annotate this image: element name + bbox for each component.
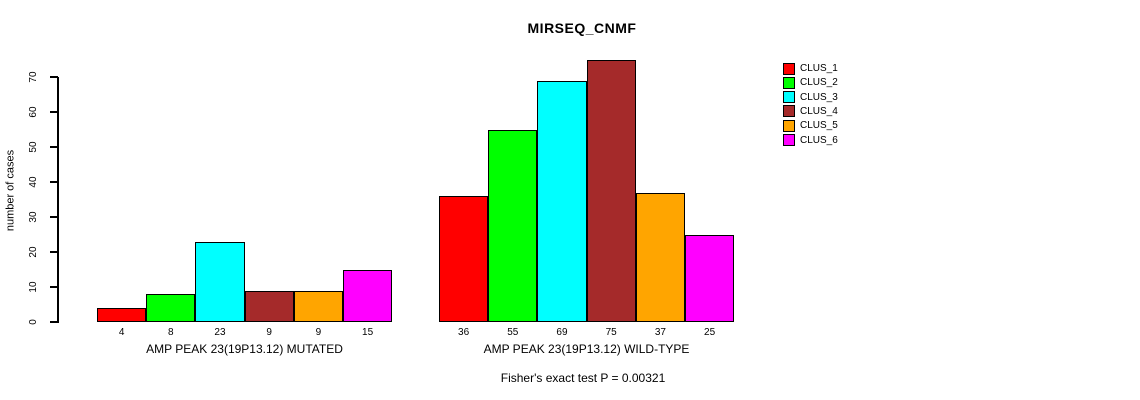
legend-swatch-clus_2 <box>783 76 795 89</box>
legend-swatch-clus_1 <box>783 62 795 75</box>
bar-value-label: 25 <box>704 327 716 338</box>
y-axis-tick <box>50 181 58 183</box>
y-axis-tick-label: 0 <box>28 319 39 325</box>
legend-label: CLUS_1 <box>800 63 838 74</box>
x-axis-group-label: AMP PEAK 23(19P13.12) MUTATED <box>146 342 343 356</box>
bar-clus_4-group1 <box>244 290 294 322</box>
legend-item: CLUS_1 <box>783 62 838 75</box>
legend-label: CLUS_6 <box>800 134 838 146</box>
bar-value-label: 9 <box>315 327 322 338</box>
legend-item: CLUS_6 <box>783 134 838 147</box>
y-axis-tick <box>50 76 58 78</box>
legend-item: CLUS_2 <box>783 76 838 89</box>
legend-swatch-clus_4 <box>783 105 795 118</box>
y-axis-tick <box>50 251 58 253</box>
bar-value-label: 37 <box>654 327 666 338</box>
y-axis-tick <box>50 321 58 323</box>
y-axis-tick-label: 20 <box>28 246 39 258</box>
legend-item: CLUS_3 <box>783 91 838 104</box>
y-axis-tick-label: 30 <box>28 211 39 223</box>
bar-value-label: 75 <box>605 327 617 338</box>
bar-clus_2-group2 <box>488 129 538 322</box>
y-axis-tick-label: 70 <box>28 71 39 83</box>
bar-clus_6-group2 <box>685 234 735 322</box>
legend-item: CLUS_5 <box>783 119 838 132</box>
bar-value-label: 15 <box>362 327 374 338</box>
chart-title: MIRSEQ_CNMF <box>527 20 637 36</box>
bar-clus_3-group2 <box>537 80 587 322</box>
bar-clus_2-group1 <box>146 294 196 322</box>
y-axis-line <box>57 77 59 323</box>
y-axis-tick <box>50 216 58 218</box>
legend-swatch-clus_6 <box>783 134 795 146</box>
bar-clus_4-group2 <box>586 59 636 322</box>
bar-value-label: 8 <box>168 327 174 338</box>
bar-value-label: 4 <box>118 327 125 338</box>
y-axis-title: number of cases <box>4 149 17 232</box>
fisher-test-annotation: Fisher's exact test P = 0.00321 <box>500 371 666 385</box>
legend-label: CLUS_3 <box>800 91 838 103</box>
y-axis-tick <box>50 111 58 113</box>
x-axis-group-label: AMP PEAK 23(19P13.12) WILD-TYPE <box>483 342 690 356</box>
bar-clus_5-group1 <box>293 290 343 322</box>
bar-value-label: 36 <box>458 327 470 338</box>
bar-clus_3-group1 <box>195 241 245 322</box>
legend-label: CLUS_5 <box>800 120 838 132</box>
legend-item: CLUS_4 <box>783 105 838 118</box>
bar-clus_1-group1 <box>97 308 147 322</box>
legend-swatch-clus_3 <box>783 91 795 104</box>
legend-label: CLUS_4 <box>800 105 838 117</box>
y-axis-tick-label: 40 <box>28 176 39 188</box>
legend-swatch-clus_5 <box>783 119 795 132</box>
y-axis-tick <box>50 286 58 288</box>
y-axis-tick-label: 10 <box>28 281 39 293</box>
y-axis-tick <box>50 146 58 148</box>
bar-value-label: 23 <box>214 327 226 338</box>
bar-value-label: 55 <box>507 327 519 338</box>
bar-clus_5-group2 <box>635 192 685 322</box>
bar-clus_1-group2 <box>439 196 489 322</box>
legend-label: CLUS_2 <box>800 77 838 89</box>
y-axis-tick-label: 60 <box>28 106 39 118</box>
bar-clus_6-group1 <box>343 269 393 322</box>
bar-value-label: 9 <box>266 327 272 338</box>
y-axis-tick-label: 50 <box>28 141 39 153</box>
bar-value-label: 69 <box>556 327 568 338</box>
